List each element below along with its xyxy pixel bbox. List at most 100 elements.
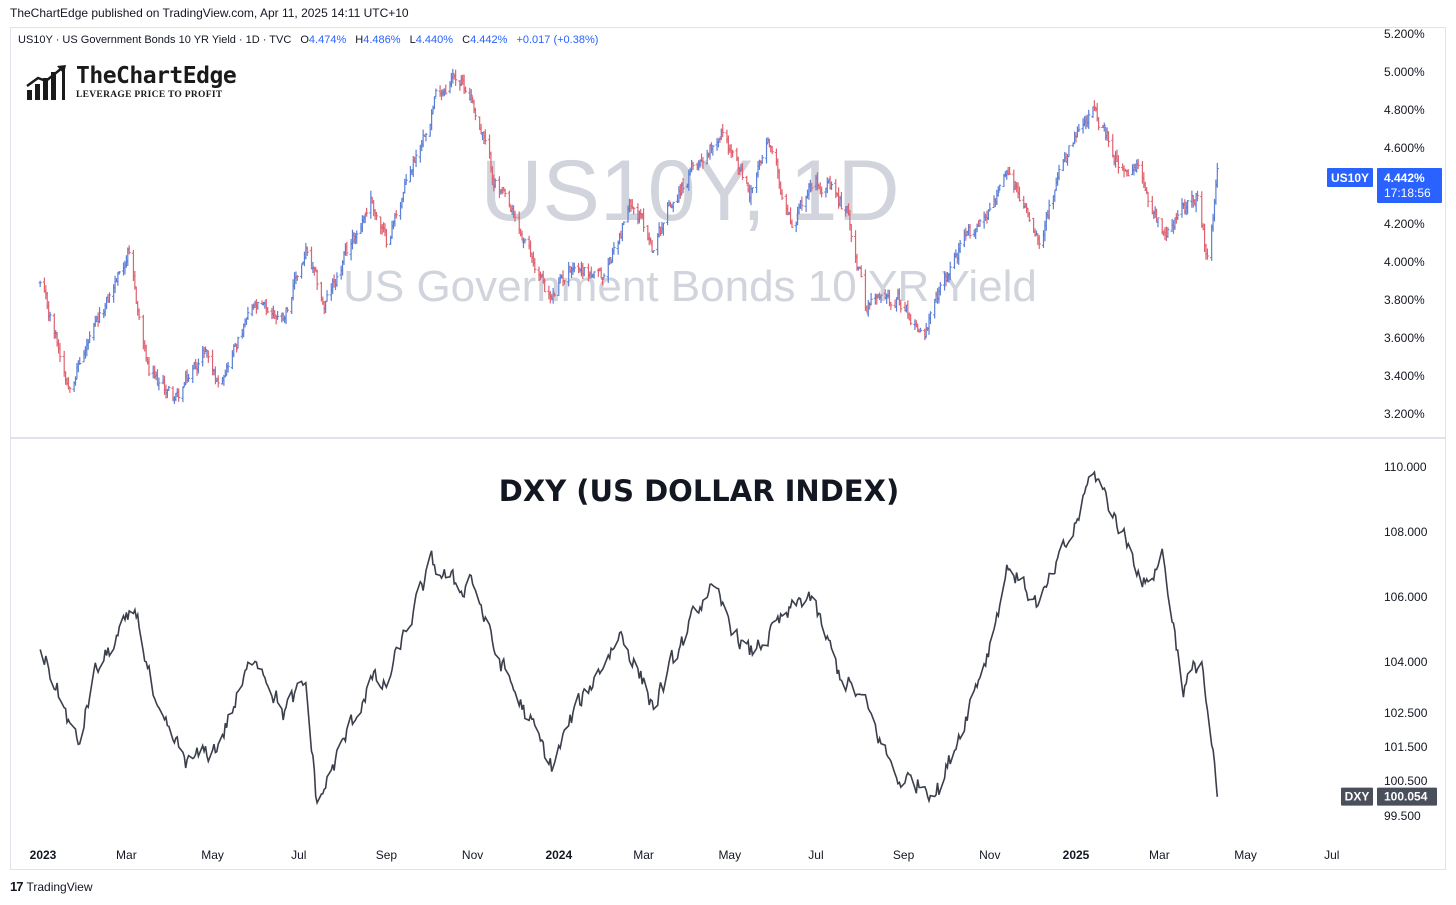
us10y-last-price-label: US10Y 4.442%17:18:56 <box>1327 168 1442 204</box>
us10y-y-tick: 3.400% <box>1384 369 1425 383</box>
us10y-bar <box>602 273 606 279</box>
us10y-bar <box>430 109 434 131</box>
last-price-labels: US10Y 4.442%17:18:56 DXY 100.054 <box>1327 168 1442 806</box>
us10y-bar <box>958 239 962 253</box>
us10y-bar <box>335 272 339 287</box>
us10y-bar <box>394 210 398 219</box>
us10y-bar <box>345 241 349 257</box>
us10y-bar <box>295 275 299 281</box>
us10y-bar <box>849 223 853 243</box>
x-tick-label: 2025 <box>1063 848 1090 862</box>
us10y-bar <box>432 96 437 110</box>
us10y-bar <box>1087 109 1091 129</box>
us10y-bar <box>1166 227 1170 238</box>
us10y-bar <box>721 124 725 138</box>
us10y-bar <box>365 207 369 217</box>
legend-close-label: C <box>462 34 471 46</box>
x-tick-label: Nov <box>462 848 483 862</box>
us10y-bar <box>78 357 82 365</box>
us10y-bar <box>869 293 873 306</box>
us10y-bar <box>691 161 695 170</box>
us10y-bar <box>1156 217 1160 228</box>
symbol-legend[interactable]: US10Y · US Government Bonds 10 YR Yield … <box>18 34 598 46</box>
us10y-price-scale[interactable]: 5.200%5.000%4.800%4.600%4.400%4.200%4.00… <box>1384 27 1425 421</box>
brand-logo: TheChartEdge LEVERAGE PRICE TO PROFIT <box>26 63 237 102</box>
logo-name: TheChartEdge <box>76 63 237 89</box>
us10y-bar <box>1195 190 1200 202</box>
dxy-y-tick: 104.000 <box>1384 655 1428 669</box>
us10y-bar <box>1186 200 1190 215</box>
us10y-last-value: 4.442% <box>1384 171 1425 185</box>
us10y-bar <box>473 107 478 121</box>
us10y-y-tick: 4.800% <box>1384 103 1425 117</box>
us10y-bar <box>523 238 527 244</box>
x-tick-label: Jul <box>1324 848 1339 862</box>
us10y-y-tick: 5.200% <box>1384 27 1425 41</box>
x-tick-label: May <box>718 848 741 862</box>
us10y-bar <box>576 262 581 274</box>
us10y-y-tick: 4.000% <box>1384 255 1425 269</box>
us10y-bar <box>315 269 319 291</box>
us10y-bar <box>97 307 102 324</box>
us10y-bar <box>1097 117 1101 131</box>
us10y-bar <box>875 293 879 305</box>
x-tick-label: Mar <box>116 848 137 862</box>
us10y-bar <box>275 311 280 320</box>
us10y-bar <box>1077 123 1081 133</box>
us10y-bar <box>384 228 388 248</box>
us10y-bar <box>1106 131 1111 148</box>
us10y-bar <box>770 145 774 155</box>
us10y-y-tick: 4.600% <box>1384 141 1425 155</box>
us10y-bar <box>1205 248 1210 260</box>
us10y-bar <box>1176 210 1180 220</box>
footer-brand: TradingView <box>26 879 93 894</box>
tradingview-footer[interactable]: 17 TradingView <box>10 879 93 894</box>
us10y-y-tick: 4.200% <box>1384 217 1425 231</box>
us10y-bar <box>196 358 201 374</box>
us10y-bar <box>780 189 784 200</box>
x-tick-label: May <box>201 848 224 862</box>
us10y-bar <box>451 68 455 84</box>
publish-info: TheChartEdge published on TradingView.co… <box>10 6 409 20</box>
dxy-last-value: 100.054 <box>1384 790 1428 804</box>
us10y-bar <box>127 245 131 255</box>
us10y-bar <box>592 271 596 279</box>
us10y-bar <box>608 257 612 265</box>
x-tick-label: Jul <box>291 848 306 862</box>
dxy-y-tick: 100.500 <box>1384 774 1428 788</box>
us10y-bar <box>829 181 834 190</box>
us10y-bar <box>859 265 863 278</box>
us10y-bar <box>157 377 161 391</box>
us10y-bar <box>1047 199 1051 220</box>
us10y-bar <box>1037 235 1041 249</box>
dxy-price-scale[interactable]: 110.000 108.000 106.000 104.000 102.500 101.5… <box>1384 460 1428 823</box>
legend-high: 4.486% <box>363 34 401 46</box>
us10y-bar <box>325 290 329 302</box>
dxy-y-tick: 101.500 <box>1384 740 1428 754</box>
legend-change: +0.017 (+0.38%) <box>516 34 599 46</box>
us10y-bar <box>820 186 824 198</box>
us10y-bar <box>810 182 814 192</box>
us10y-bar <box>533 257 537 274</box>
us10y-bar <box>938 281 942 296</box>
dxy-last-price-label: DXY 100.054 <box>1341 787 1437 806</box>
us10y-bar <box>562 280 567 285</box>
us10y-bar <box>1007 166 1012 175</box>
us10y-bar <box>572 262 576 273</box>
dxy-y-tick: 106.000 <box>1384 590 1428 604</box>
us10y-bar <box>216 375 220 388</box>
us10y-symbol-tag: US10Y <box>1331 171 1369 185</box>
us10y-bar <box>503 188 507 198</box>
us10y-bar <box>711 144 715 156</box>
us10y-bar <box>266 306 270 314</box>
dxy-line <box>39 470 1219 806</box>
us10y-bar <box>167 385 171 391</box>
us10y-bar <box>641 208 646 232</box>
us10y-bar <box>374 211 379 221</box>
time-scale[interactable]: 2023 Mar May Jul Sep Nov 2024 Mar May Jul Sep Nov 20… <box>30 848 1340 862</box>
us10y-bar <box>750 187 754 194</box>
us10y-bar <box>285 307 290 313</box>
us10y-bar <box>681 177 685 194</box>
us10y-bar <box>444 84 448 95</box>
